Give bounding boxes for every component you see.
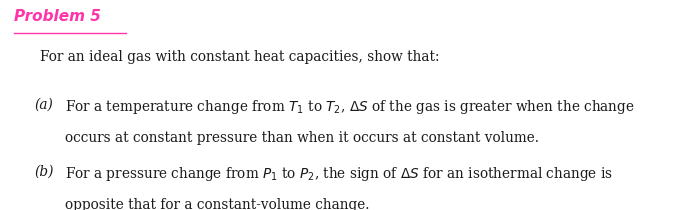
Text: (a): (a) bbox=[35, 98, 54, 112]
Text: occurs at constant pressure than when it occurs at constant volume.: occurs at constant pressure than when it… bbox=[65, 131, 539, 145]
Text: For a temperature change from $T_1$ to $T_2$, $\Delta S$ of the gas is greater w: For a temperature change from $T_1$ to $… bbox=[65, 98, 635, 116]
Text: opposite that for a constant-volume change.: opposite that for a constant-volume chan… bbox=[65, 198, 369, 210]
Text: (b): (b) bbox=[35, 165, 54, 179]
Text: For a pressure change from $P_1$ to $P_2$, the sign of $\Delta S$ for an isother: For a pressure change from $P_1$ to $P_2… bbox=[65, 165, 612, 183]
Text: For an ideal gas with constant heat capacities, show that:: For an ideal gas with constant heat capa… bbox=[40, 50, 440, 64]
Text: Problem 5: Problem 5 bbox=[14, 9, 101, 24]
